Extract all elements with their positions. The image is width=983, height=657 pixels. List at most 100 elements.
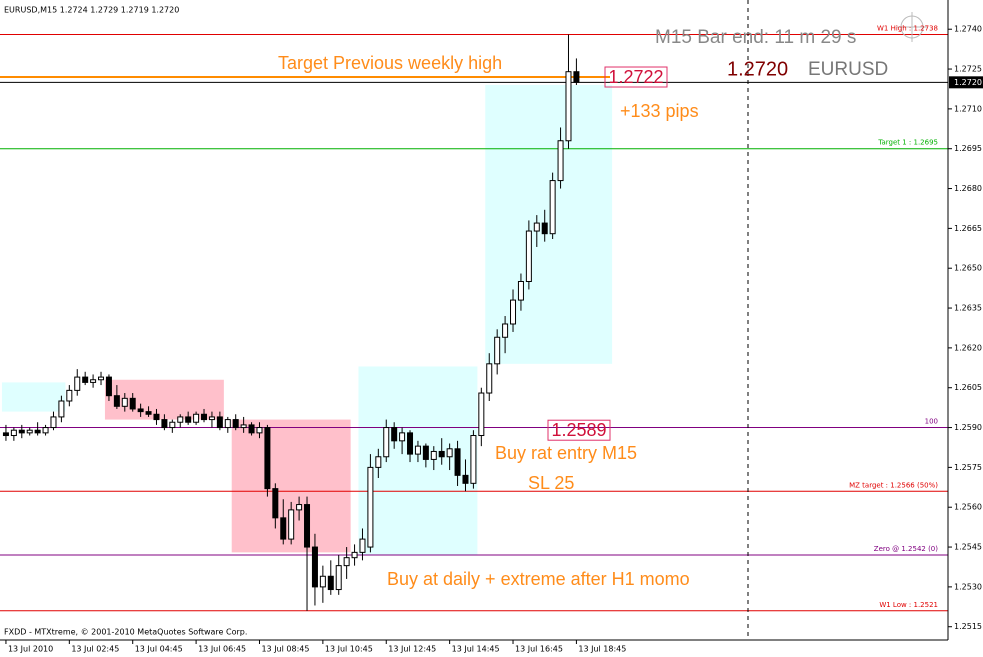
y-tick-label: 1.2710 xyxy=(954,104,982,113)
candle-body xyxy=(280,517,287,540)
candle-body xyxy=(26,429,33,434)
candle-body xyxy=(98,376,105,381)
candle-body xyxy=(264,427,271,490)
candle-body xyxy=(319,575,326,588)
candle-body xyxy=(2,432,9,437)
candle-body xyxy=(367,466,374,548)
level-label: Zero @ 1.2542 (0) xyxy=(874,545,938,553)
price-box xyxy=(604,66,668,88)
candle-body xyxy=(113,395,120,407)
candle-body xyxy=(121,397,128,407)
y-tick-label: 1.2590 xyxy=(954,423,982,432)
candle-body xyxy=(74,376,81,391)
candle-body xyxy=(470,435,477,484)
x-tick-label: 13 Jul 16:45 xyxy=(515,645,563,654)
candle-body xyxy=(375,456,382,468)
price-box-label: 1.2722 xyxy=(608,67,663,87)
candle-body xyxy=(82,376,89,383)
x-tick-label: 13 Jul 08:45 xyxy=(261,645,309,654)
candle-body xyxy=(407,432,414,455)
y-tick-label: 1.2560 xyxy=(954,503,982,512)
candle-body xyxy=(517,280,524,301)
y-tick-label: 1.2530 xyxy=(954,582,982,591)
candle-body xyxy=(383,427,390,458)
candle-body xyxy=(351,551,358,559)
candle-body xyxy=(557,140,564,182)
y-tick-label: 1.2680 xyxy=(954,184,982,193)
candle-body xyxy=(399,432,406,442)
header: EURUSD,M15 1.2724 1.2729 1.2719 1.2720 xyxy=(4,6,179,15)
footer: FXDD - MTXtreme, © 2001-2010 MetaQuotes … xyxy=(4,628,247,637)
price-box-label: 1.2589 xyxy=(551,420,606,440)
candle-body xyxy=(50,416,57,429)
candle-body xyxy=(304,504,311,548)
candle-body xyxy=(177,416,184,423)
candle-body xyxy=(296,504,303,511)
candle-body xyxy=(145,411,152,415)
x-tick-label: 13 Jul 10:45 xyxy=(325,645,373,654)
candle-body xyxy=(359,538,366,553)
candle-body xyxy=(161,419,168,429)
annotation: 1.2720 xyxy=(727,58,788,80)
candle-body xyxy=(10,429,17,437)
candle-body xyxy=(169,421,176,429)
annotation: Target Previous weekly high xyxy=(278,53,502,73)
candle-body xyxy=(185,416,192,423)
candle-body xyxy=(446,448,453,458)
candle-body xyxy=(18,429,25,434)
x-tick-label: 13 Jul 2010 xyxy=(8,645,53,654)
candle-body xyxy=(438,450,445,458)
y-tick-label: 1.2605 xyxy=(954,383,982,392)
candle-body xyxy=(256,427,263,434)
candle-body xyxy=(137,408,144,413)
candle-body xyxy=(391,427,398,442)
candle-body xyxy=(454,448,461,476)
candle-body xyxy=(248,424,255,434)
candle-body xyxy=(462,474,469,484)
candle-body xyxy=(129,397,136,410)
candle-body xyxy=(510,299,517,325)
candle-body xyxy=(525,230,532,282)
level-label: Target 1 : 1.2695 xyxy=(877,139,938,147)
candle-body xyxy=(105,376,112,397)
x-tick-label: 13 Jul 18:45 xyxy=(578,645,626,654)
x-tick-label: 13 Jul 14:45 xyxy=(452,645,500,654)
candle-body xyxy=(240,424,247,429)
x-tick-label: 13 Jul 12:45 xyxy=(388,645,436,654)
y-tick-label: 1.2635 xyxy=(954,304,982,313)
zone xyxy=(485,84,613,364)
candle-body xyxy=(216,416,223,429)
candle-body xyxy=(90,379,97,383)
candle-body xyxy=(224,419,231,429)
candle-body xyxy=(193,413,200,423)
annotation: Buy rat entry M15 xyxy=(495,443,637,463)
y-tick-label: 1.2650 xyxy=(954,264,982,273)
candle-body xyxy=(478,392,485,437)
bid-label: 1.2720 xyxy=(954,78,982,87)
candle-body xyxy=(34,429,41,434)
candle-body xyxy=(422,445,429,460)
candle-body xyxy=(232,419,239,429)
y-tick-label: 1.2665 xyxy=(954,224,982,233)
y-tick-label: 1.2515 xyxy=(954,622,982,631)
x-tick-label: 13 Jul 06:45 xyxy=(198,645,246,654)
zone xyxy=(1,382,66,412)
annotation: EURUSD xyxy=(808,59,888,80)
price-box xyxy=(547,419,611,441)
candle-body xyxy=(288,509,295,540)
y-tick-label: 1.2725 xyxy=(954,65,982,74)
candle-body xyxy=(208,416,215,421)
candle-body xyxy=(343,557,350,567)
annotation: SL 25 xyxy=(528,473,574,493)
level-label: MZ target : 1.2566 (50%) xyxy=(849,481,938,489)
candle-body xyxy=(153,413,160,421)
bid-label-bg xyxy=(949,76,983,89)
level-label: W1 Low : 1.2521 xyxy=(879,601,938,609)
candle-body xyxy=(430,450,437,460)
annotation: M15 Bar end: 11 m 29 s xyxy=(655,27,856,48)
candle-body xyxy=(58,400,65,418)
candle-body xyxy=(42,427,49,434)
candle-body xyxy=(414,445,421,455)
y-tick-label: 1.2545 xyxy=(954,543,982,552)
candle-body xyxy=(573,71,580,83)
